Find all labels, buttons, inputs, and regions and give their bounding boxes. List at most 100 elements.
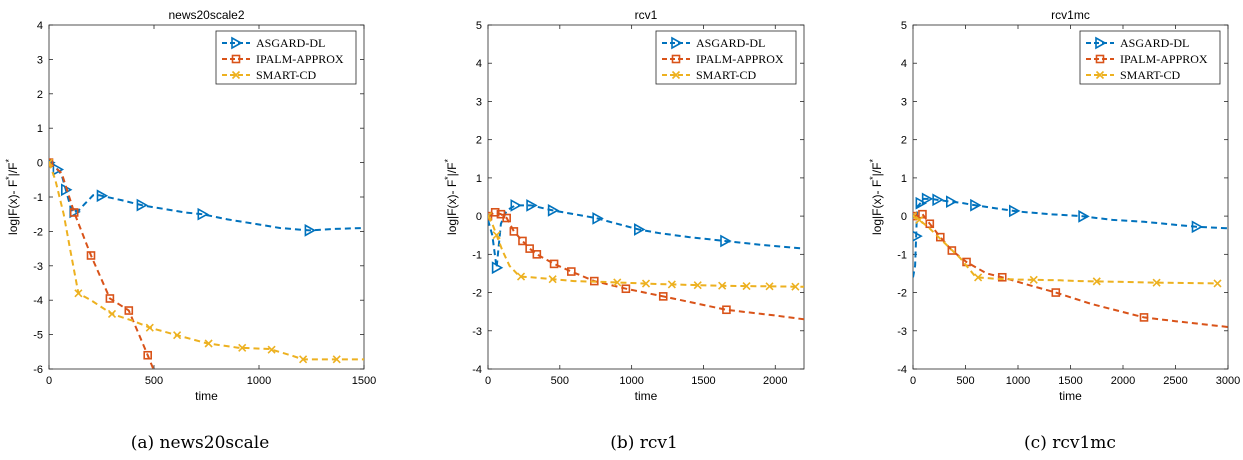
y-tick-label: -4 (33, 295, 43, 307)
y-tick-label: 1 (37, 123, 43, 135)
panel-rcv1: 0 500 1000 1500 2000 -4 -3 -2 -1 0 1 2 3 4 5 rcv1 time lo… (443, 8, 805, 453)
legend-marker-asgard (671, 36, 683, 50)
y-axis-label-sup: * (868, 176, 878, 180)
data-point-ipalm (518, 236, 527, 246)
y-tick-label: 4 (476, 58, 482, 70)
data-point-asgard (932, 193, 944, 207)
x-axis-label: time (195, 389, 218, 403)
y-tick-label: 1 (901, 173, 907, 185)
data-point-smart (913, 212, 918, 221)
y-axis-label: log|F(x)- F*|/F* (443, 159, 459, 235)
data-point-smart (718, 281, 727, 290)
data-point-smart (765, 282, 774, 291)
data-point-ipalm (502, 213, 511, 223)
y-axis-label-part: |/F (6, 163, 20, 177)
data-point-asgard (526, 199, 538, 212)
data-point-ipalm (947, 246, 957, 255)
legend-marker-smart (1095, 70, 1105, 80)
y-tick-label: 5 (901, 20, 907, 32)
legend-marker-smart (671, 70, 681, 80)
data-point-smart (791, 282, 800, 291)
y-tick-label: -2 (897, 288, 907, 300)
legend-label-asgard: ASGARD-DL (256, 36, 325, 50)
y-tick-label: 1 (476, 173, 482, 185)
legend-marker-ipalm (671, 54, 681, 64)
data-point-asgard (491, 261, 504, 275)
data-point-ipalm (69, 208, 79, 217)
data-point-asgard (547, 204, 560, 217)
chart-title: news20scale2 (168, 8, 244, 22)
legend-label-smart: SMART-CD (696, 68, 757, 82)
y-tick-label: 2 (476, 135, 482, 147)
data-point-smart (667, 280, 676, 289)
data-point-asgard (197, 207, 209, 221)
data-point-smart (238, 343, 247, 352)
data-point-asgard (1009, 204, 1021, 218)
series-line-asgard (913, 197, 1228, 278)
data-point-smart (1092, 277, 1101, 286)
y-axis-label-sup: * (4, 159, 14, 163)
y-axis-label-part: |/F (870, 163, 884, 177)
series-line-ipalm (488, 211, 804, 321)
y-tick-label: -1 (33, 192, 43, 204)
y-tick-label: -5 (33, 330, 43, 342)
y-tick-label: 0 (901, 211, 907, 223)
series-line-smart (49, 162, 364, 361)
data-point-smart (641, 279, 651, 288)
y-tick-label: -3 (897, 326, 907, 338)
chart-title: rcv1mc (1051, 8, 1090, 22)
data-point-smart (107, 309, 117, 319)
x-tick-label: 0 (485, 375, 491, 387)
x-tick-label: 0 (910, 375, 916, 387)
series-line-smart (488, 215, 804, 288)
x-tick-label: 3000 (1216, 375, 1240, 387)
legend-label-asgard: ASGARD-DL (696, 36, 765, 50)
data-point-asgard (1191, 220, 1204, 234)
x-tick-label: 1500 (1058, 375, 1082, 387)
data-point-ipalm (525, 244, 534, 253)
panel-rcv1mc: 0 500 1000 1500 2000 2500 3000 -4 -3 -2 -1 0 1 2 3 4 5 rc… (868, 8, 1240, 453)
y-tick-label: 4 (901, 58, 907, 70)
data-point-smart (74, 289, 83, 298)
series-line-asgard (49, 161, 364, 232)
legend: ASGARD-DL IPALM-APPROX SMART-CD (655, 30, 797, 85)
panel-caption: (b) rcv1 (610, 433, 678, 453)
data-point-asgard (52, 163, 65, 176)
chart-title: rcv1 (635, 8, 658, 22)
y-axis-label: log|F(x)- F*|/F* (868, 159, 884, 235)
y-tick-label: 3 (476, 96, 482, 108)
y-axis-label-sup: * (868, 159, 878, 163)
y-tick-label: 3 (901, 96, 907, 108)
y-axis-label: log|F(x)- F*|/F* (4, 159, 20, 235)
data-point-asgard (634, 223, 646, 236)
y-axis-label-part: |/F (445, 163, 459, 177)
legend: ASGARD-DL IPALM-APPROX SMART-CD (1079, 30, 1221, 85)
data-point-smart (267, 345, 276, 354)
data-point-ipalm (1051, 288, 1061, 297)
panel-caption: (a) news20scale (131, 433, 270, 453)
data-point-smart (742, 281, 751, 291)
legend-label-asgard: ASGARD-DL (1120, 36, 1189, 50)
x-tick-label: 1000 (1006, 375, 1030, 387)
data-point-asgard (913, 230, 923, 242)
data-point-asgard (136, 198, 149, 212)
x-tick-label: 500 (551, 375, 569, 387)
y-axis-label-sup: * (443, 176, 453, 180)
data-point-ipalm (935, 232, 945, 242)
legend-marker-ipalm (1095, 54, 1105, 64)
data-point-smart (974, 273, 983, 282)
legend-label-ipalm: IPALM-APPROX (696, 52, 784, 66)
legend-marker-asgard (1095, 36, 1107, 50)
x-tick-label: 1000 (619, 375, 643, 387)
y-axis-label-part: log|F(x)- F (445, 180, 459, 235)
y-tick-label: -6 (33, 364, 43, 376)
data-point-ipalm (621, 284, 631, 294)
y-tick-label: -4 (897, 364, 907, 376)
legend: ASGARD-DL IPALM-APPROX SMART-CD (215, 30, 357, 85)
data-point-smart (299, 355, 308, 364)
y-axis-label-sup: * (4, 176, 14, 180)
data-point-ipalm (722, 305, 731, 315)
data-point-asgard (1078, 210, 1090, 223)
data-point-smart (516, 272, 526, 281)
x-axis-label: time (1059, 389, 1082, 403)
